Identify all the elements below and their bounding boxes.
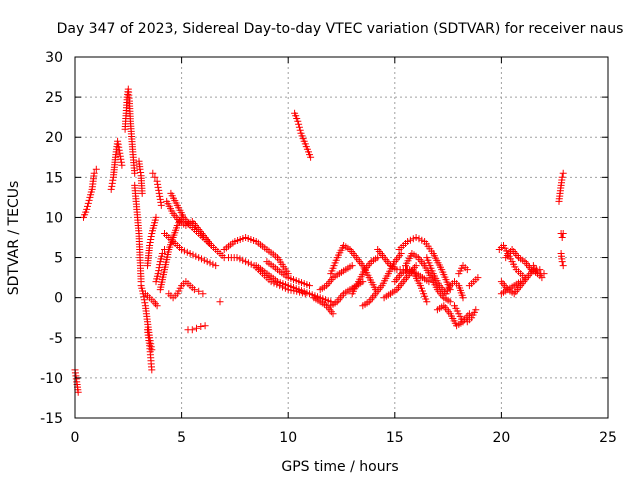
plus-markers [220,234,292,278]
x-axis-label: GPS time / hours [281,459,398,475]
plus-markers [291,109,315,161]
plus-markers [121,85,139,177]
data-segment-3 [121,85,139,177]
data-segment-44 [497,278,525,298]
plus-markers [165,278,207,302]
plus-markers [149,169,165,209]
data-segment-11 [152,246,168,286]
data-segment-48 [557,250,567,270]
plus-markers [557,250,567,270]
plus-markers [395,234,454,294]
plus-markers [135,157,146,197]
y-axis-label: SDTVAR / TECUs [6,181,22,296]
data-segment-10 [149,169,165,209]
plus-markers [316,262,356,294]
y-tick-label: 30 [45,50,63,66]
data-segment-7 [144,326,156,374]
data-series [71,85,567,396]
data-segment-28 [348,254,382,298]
data-segment-4 [131,181,145,286]
data-segment-25 [316,262,356,294]
data-segment-37 [442,278,467,302]
data-segment-17 [184,322,209,334]
data-segment-29 [359,250,405,310]
data-segment-19 [220,234,292,278]
data-segment-47 [557,230,567,241]
plus-markers [465,274,482,290]
plus-markers [497,278,525,298]
plus-markers [141,290,161,310]
x-tick-label: 15 [386,430,404,446]
plus-markers [310,294,337,318]
data-segment-5 [135,157,146,197]
plus-markers [348,254,382,298]
plus-markers [80,165,100,221]
plus-markers [131,181,145,286]
data-segment-21 [252,262,335,306]
data-segment-16 [165,278,207,302]
plus-markers [451,302,480,326]
x-tick-label: 0 [71,430,80,446]
y-tick-label: 25 [45,90,63,106]
plus-markers [161,230,220,270]
data-segment-33 [402,250,454,306]
x-tick-label: 20 [492,430,510,446]
x-tick-label: 10 [279,430,297,446]
plus-markers [144,213,160,270]
plus-markers [555,169,567,205]
plus-markers [402,250,454,306]
y-tick-label: 5 [54,251,63,267]
data-segment-24 [310,294,337,318]
data-segment-18 [216,298,224,306]
plus-markers [263,258,313,290]
data-segment-23 [291,109,315,161]
plus-markers [152,246,168,286]
data-segment-45 [529,262,546,282]
data-segment-14 [167,189,228,262]
plus-markers [167,189,228,262]
data-segment-1 [80,165,100,221]
data-segment-38 [451,302,480,326]
data-segment-2 [107,137,126,193]
y-tick-label: 10 [45,210,63,226]
data-segment-15 [161,230,220,270]
axes [74,56,609,419]
plus-markers [252,262,335,306]
plus-markers [144,326,156,374]
x-tick-label: 5 [177,430,186,446]
plus-markers [529,262,546,282]
y-tick-label: -15 [40,411,63,427]
data-segment-8 [141,290,161,310]
y-tick-label: 20 [45,130,63,146]
plus-markers [442,278,467,302]
data-segment-22 [263,258,313,290]
y-tick-label: -10 [40,371,63,387]
plus-markers [184,322,209,334]
plus-markers [455,262,471,278]
plot-frame [74,56,609,419]
plus-markers [391,266,431,306]
x-tick-label: 25 [599,430,617,446]
data-segment-32 [395,234,454,294]
plus-markers [216,298,224,306]
data-segment-9 [144,213,160,270]
data-segment-35 [423,254,450,298]
y-tick-label: 15 [45,170,63,186]
y-tick-label: 0 [54,291,63,307]
data-segment-26 [327,242,380,294]
data-segment-34 [391,266,431,306]
plus-markers [423,254,450,298]
chart-title: Day 347 of 2023, Sidereal Day-to-day VTE… [57,21,624,37]
data-segment-40 [465,274,482,290]
data-segment-39 [455,262,471,278]
plus-markers [557,230,567,241]
tick-labels: 0 5 10 15 20 25 -15 -10 -5 0 5 10 15 20 25 30 [40,50,617,446]
data-segment-46 [555,169,567,205]
plus-markers [107,137,126,193]
plus-markers [327,242,380,294]
plus-markers [359,250,405,310]
y-tick-label: -5 [49,331,63,347]
